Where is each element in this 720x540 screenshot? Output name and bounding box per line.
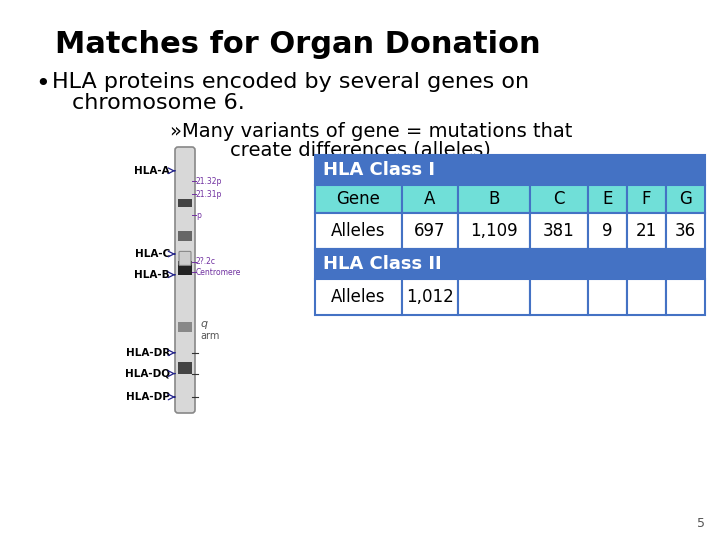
Bar xyxy=(458,213,530,249)
Bar xyxy=(530,213,588,249)
Bar xyxy=(588,213,627,249)
Text: Gene: Gene xyxy=(336,190,380,208)
Bar xyxy=(458,279,530,315)
Bar xyxy=(666,213,705,249)
Text: 21.32p: 21.32p xyxy=(196,177,222,186)
Bar xyxy=(458,185,530,213)
Bar xyxy=(315,279,402,315)
Bar xyxy=(530,185,588,213)
Text: 381: 381 xyxy=(543,222,575,240)
Text: 1,109: 1,109 xyxy=(470,222,518,240)
FancyBboxPatch shape xyxy=(175,147,195,413)
Text: 36: 36 xyxy=(675,222,696,240)
Text: Alleles: Alleles xyxy=(331,222,386,240)
Text: A: A xyxy=(424,190,436,208)
Text: 5: 5 xyxy=(697,517,705,530)
Text: HLA proteins encoded by several genes on: HLA proteins encoded by several genes on xyxy=(52,72,529,92)
Bar xyxy=(530,279,588,315)
Bar xyxy=(315,213,402,249)
Bar xyxy=(402,213,458,249)
Text: HLA-C: HLA-C xyxy=(135,249,170,259)
Text: E: E xyxy=(603,190,613,208)
Text: »Many variants of gene = mutations that: »Many variants of gene = mutations that xyxy=(170,122,572,141)
Bar xyxy=(588,185,627,213)
Text: HLA-DR: HLA-DR xyxy=(126,348,170,358)
Bar xyxy=(178,322,192,332)
Text: B: B xyxy=(488,190,500,208)
Text: chromosome 6.: chromosome 6. xyxy=(72,93,245,113)
Bar xyxy=(178,362,192,374)
Bar xyxy=(627,213,666,249)
Text: Matches for Organ Donation: Matches for Organ Donation xyxy=(55,30,541,59)
Text: 21: 21 xyxy=(636,222,657,240)
Text: G: G xyxy=(679,190,692,208)
Bar xyxy=(627,185,666,213)
Text: 9: 9 xyxy=(602,222,613,240)
Bar xyxy=(315,185,402,213)
Text: HLA-DQ: HLA-DQ xyxy=(125,369,170,379)
Text: 2?.2c: 2?.2c xyxy=(196,257,216,266)
Text: Alleles: Alleles xyxy=(331,288,386,306)
Text: C: C xyxy=(553,190,564,208)
Bar xyxy=(315,155,705,185)
Bar xyxy=(402,185,458,213)
Text: •: • xyxy=(35,72,50,96)
Text: F: F xyxy=(642,190,652,208)
Text: p: p xyxy=(196,211,201,219)
Bar xyxy=(666,279,705,315)
Text: 21.31p: 21.31p xyxy=(196,190,222,199)
Bar xyxy=(178,261,192,275)
Text: HLA-B: HLA-B xyxy=(135,270,170,280)
Text: create differences (alleles): create differences (alleles) xyxy=(230,141,491,160)
Bar xyxy=(627,279,666,315)
Bar xyxy=(178,199,192,207)
Text: HLA Class II: HLA Class II xyxy=(323,255,441,273)
Text: 1,012: 1,012 xyxy=(406,288,454,306)
Bar xyxy=(402,279,458,315)
Text: HLA-DP: HLA-DP xyxy=(126,392,170,402)
Text: arm: arm xyxy=(200,331,220,341)
Bar xyxy=(315,249,705,279)
Text: q: q xyxy=(200,319,207,329)
FancyBboxPatch shape xyxy=(179,252,191,265)
Text: HLA Class I: HLA Class I xyxy=(323,161,435,179)
Bar xyxy=(588,279,627,315)
Bar xyxy=(178,231,192,241)
Text: Centromere: Centromere xyxy=(196,268,241,276)
Bar xyxy=(666,185,705,213)
Text: HLA-A: HLA-A xyxy=(135,166,170,176)
Text: 697: 697 xyxy=(414,222,446,240)
